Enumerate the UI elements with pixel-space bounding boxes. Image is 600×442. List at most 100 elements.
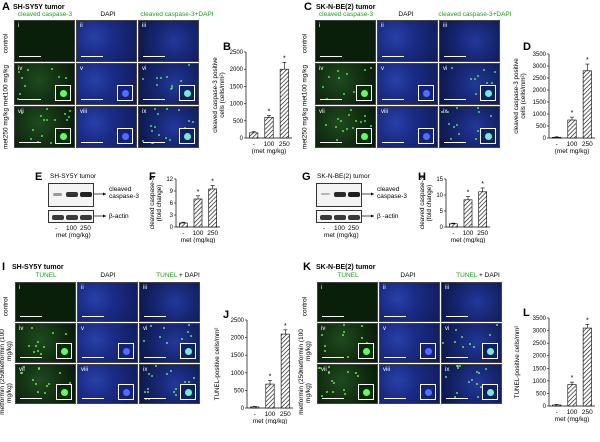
tile-numeral: iii bbox=[443, 23, 447, 29]
significance-star: * bbox=[211, 178, 214, 185]
band-label-G-2: β -actin bbox=[377, 213, 399, 220]
blot-actin-G bbox=[316, 210, 362, 223]
bar bbox=[279, 68, 289, 139]
significance-star: * bbox=[586, 57, 589, 64]
zoom-inset bbox=[480, 128, 496, 144]
tile-numeral: vii bbox=[319, 109, 325, 115]
y-axis-label: cleaved caspase-3(fold change) bbox=[419, 176, 433, 229]
bar-chart-L: 0 500 1000 1500 2000 2500 3000 3500 - * 100 * 250met… bbox=[514, 316, 595, 423]
panel-label-A: A bbox=[2, 1, 10, 13]
row-label-I-2: metformin (250 mg/kg) bbox=[0, 371, 13, 415]
micrograph-I-ix: ix bbox=[139, 364, 200, 404]
scale-bar bbox=[82, 356, 104, 358]
x-tick-label: 100 bbox=[193, 230, 204, 237]
panel-label-G: G bbox=[302, 171, 311, 183]
tile-numeral: ii bbox=[80, 23, 83, 29]
tile-numeral: i bbox=[19, 285, 21, 291]
scale-bar bbox=[19, 98, 41, 100]
lane-G-1: 100 bbox=[334, 225, 345, 232]
significance-star: * bbox=[571, 375, 574, 382]
scale-bar bbox=[446, 356, 468, 358]
lane-G-0: - bbox=[323, 225, 326, 232]
significance-star: * bbox=[467, 190, 470, 197]
x-tick-label: 250 bbox=[477, 230, 488, 237]
significance-star: * bbox=[571, 110, 574, 117]
micrograph-A-iv: iv bbox=[14, 63, 75, 105]
row-label-K-1: metformin (100 mg/kg) bbox=[298, 329, 312, 373]
y-tick-label: 5 bbox=[440, 209, 444, 215]
panel-label-L: L bbox=[523, 307, 530, 319]
micrograph-A-iii: iii bbox=[138, 20, 199, 62]
x-tick-label: 100 bbox=[264, 141, 275, 148]
header-green-I: TUNEL bbox=[35, 272, 57, 279]
panel-title-I: SH-SY5Y tumor bbox=[12, 264, 64, 271]
tile-numeral: vi bbox=[142, 66, 147, 72]
x-tick-label: - bbox=[253, 141, 255, 148]
panel-title-A: SH-SY5Y tumor bbox=[13, 4, 65, 11]
y-tick-label: 3500 bbox=[533, 52, 547, 58]
scale-bar bbox=[384, 397, 406, 399]
header-merge-C: cleaved caspase-3+DAPI bbox=[438, 11, 512, 18]
blot-cleaved-caspase-E bbox=[48, 183, 94, 207]
band-label-G-1: cleaved caspase-3 bbox=[377, 186, 407, 200]
bar bbox=[249, 132, 259, 139]
y-tick-label: 2500 bbox=[533, 76, 547, 82]
micrograph-K-i: i bbox=[317, 282, 378, 322]
micrograph-C-iii: iii bbox=[439, 20, 500, 62]
tile-numeral: ix bbox=[142, 109, 147, 115]
y-tick-label: 15 bbox=[436, 177, 443, 183]
scale-bar bbox=[20, 397, 42, 399]
row-label-K-2: metformin (250 mg/kg) bbox=[298, 371, 312, 415]
zoom-inset bbox=[117, 85, 133, 101]
micrograph-A-ii: ii bbox=[76, 20, 137, 62]
y-tick-label: 0 bbox=[241, 406, 245, 412]
zoom-inset bbox=[418, 128, 434, 144]
tile-numeral: vii bbox=[18, 109, 24, 115]
tile-numeral: ii bbox=[81, 285, 84, 291]
tile-numeral: iv bbox=[319, 66, 324, 72]
x-tick-label: 100 bbox=[567, 141, 578, 148]
micrograph-I-i: i bbox=[15, 282, 76, 322]
arrows-E bbox=[94, 192, 106, 218]
bar bbox=[582, 327, 592, 407]
header-merge-K: TUNEL + DAPI bbox=[456, 272, 500, 279]
zoom-inset bbox=[358, 343, 374, 359]
scale-bar bbox=[19, 141, 41, 143]
micrograph-C-vii: vii bbox=[315, 106, 376, 148]
lane-E-1: 100 bbox=[66, 225, 77, 232]
tile-numeral: vii bbox=[19, 367, 25, 373]
micrograph-K-vi: vi bbox=[441, 323, 502, 363]
micrograph-I-viii: viii bbox=[77, 364, 138, 404]
zoom-inset bbox=[180, 384, 196, 400]
y-tick-label: 2500 bbox=[533, 341, 547, 347]
panel-title-E: SH-SY5Y tumor bbox=[50, 173, 97, 180]
micrograph-C-viii: viii bbox=[377, 106, 438, 148]
zoom-inset bbox=[356, 128, 372, 144]
micrograph-I-iv: iv bbox=[15, 323, 76, 363]
scale-bar bbox=[446, 397, 468, 399]
y-tick-label: 2000 bbox=[533, 354, 547, 360]
bar bbox=[264, 117, 274, 139]
zoom-inset bbox=[55, 128, 71, 144]
bar bbox=[552, 136, 562, 139]
micrograph-I-vi: vi bbox=[139, 323, 200, 363]
bar-chart-D: 0 500 1000 1500 2000 2500 3000 3500 - * 100 * 250(me… bbox=[513, 52, 595, 155]
header-dapi-C: DAPI bbox=[398, 11, 414, 18]
micrograph-K-iv: iv bbox=[317, 323, 378, 363]
header-green-C: cleaved caspase-3 bbox=[318, 11, 374, 18]
y-tick-label: 9 bbox=[170, 189, 174, 195]
y-tick-label: 0 bbox=[543, 404, 547, 410]
micrograph-K-viii: viii bbox=[379, 364, 440, 404]
header-dapi-K: DAPI bbox=[400, 272, 416, 279]
tile-numeral: i bbox=[321, 285, 323, 291]
significance-star: * bbox=[269, 374, 272, 381]
scale-bar bbox=[144, 315, 166, 317]
x-axis-label: met (mg/kg) bbox=[451, 237, 486, 243]
panel-label-I: I bbox=[2, 261, 6, 273]
y-tick-label: 6 bbox=[170, 201, 174, 207]
zoom-inset bbox=[358, 384, 374, 400]
significance-star: * bbox=[197, 189, 200, 196]
panel-label-J: J bbox=[223, 309, 230, 321]
header-green-A: cleaved caspase-3 bbox=[17, 11, 73, 18]
